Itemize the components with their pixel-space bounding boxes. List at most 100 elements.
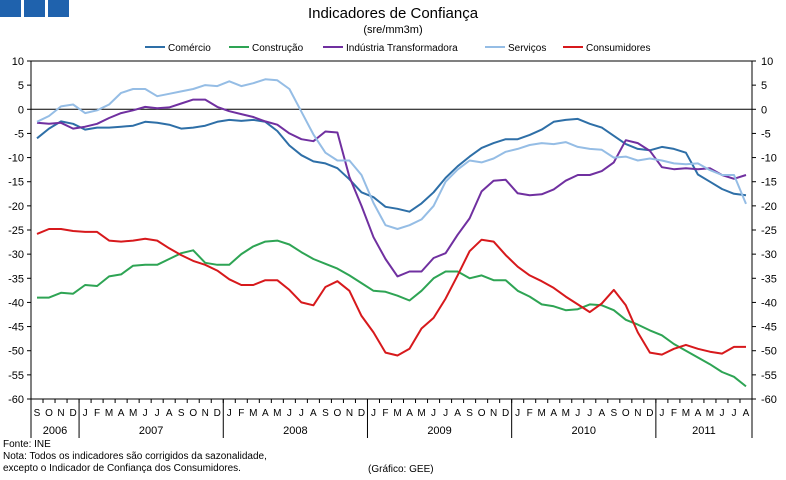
month-label: J [587,408,592,419]
seasonal-note-continued: excepto o Indicador de Confiança dos Con… [3,463,241,474]
month-label: O [622,408,630,419]
y-tick-label-left: -25 [8,225,24,237]
month-label: J [431,408,436,419]
y-tick-label-left: -5 [14,128,24,140]
month-label: M [706,408,714,419]
month-label: A [310,408,317,419]
y-tick-label-left: -15 [8,177,24,189]
y-tick-label-right: -30 [761,249,777,261]
month-label: J [731,408,736,419]
series-line [36,98,747,278]
month-label: A [695,408,702,419]
month-label: S [610,408,617,419]
chart-credit: (Gráfico: GEE) [368,464,434,475]
y-tick-label-left: -45 [8,322,24,334]
month-label: S [322,408,329,419]
gee-logo [0,0,72,17]
month-label: J [515,408,520,419]
y-tick-label-right: -55 [761,370,777,382]
year-label: 2011 [692,425,716,437]
month-label: D [214,408,221,419]
y-tick-label-right: -25 [761,225,777,237]
legend-label: Serviços [508,43,546,54]
month-label: J [155,408,160,419]
month-label: A [598,408,605,419]
month-label: D [502,408,509,419]
y-tick-label-right: 0 [761,104,767,116]
month-label: A [743,408,750,419]
y-tick-label-left: -35 [8,273,24,285]
chart-footer: Fonte: INE Nota: Todos os indicadores sã… [3,439,267,475]
month-label: A [454,408,461,419]
month-label: O [45,408,53,419]
series-line [37,239,747,388]
legend-label: Consumidores [586,43,650,54]
y-tick-label-left: -20 [8,201,24,213]
series-line [36,117,747,213]
month-label: S [466,408,473,419]
y-tick-label-left: 0 [18,104,24,116]
month-label: F [671,408,677,419]
month-label: J [659,408,664,419]
month-label: O [478,408,486,419]
y-tick-label-right: -40 [761,297,777,309]
y-tick-label-right: 5 [761,80,767,92]
month-label: M [273,408,281,419]
logo-block [0,0,21,17]
month-label: N [346,408,353,419]
month-label: M [538,408,546,419]
year-label: 2010 [572,425,596,437]
month-label: J [299,408,304,419]
month-label: M [417,408,425,419]
month-label: F [382,408,388,419]
month-label: D [69,408,76,419]
y-tick-label-right: -5 [761,128,771,140]
month-label: O [189,408,197,419]
series-line [36,228,746,357]
month-label: M [249,408,257,419]
y-tick-label-right: -20 [761,201,777,213]
month-label: O [334,408,342,419]
logo-block [24,0,45,17]
year-label: 2007 [139,425,163,437]
y-tick-label-right: -10 [761,153,777,165]
month-label: J [719,408,724,419]
month-label: F [527,408,533,419]
month-label: J [227,408,232,419]
y-tick-label-left: -10 [8,153,24,165]
month-label: J [143,408,148,419]
y-tick-label-left: 10 [12,56,24,68]
month-label: D [646,408,653,419]
month-label: M [682,408,690,419]
year-label: 2009 [427,425,451,437]
month-label: M [129,408,137,419]
legend-label: Comércio [168,43,211,54]
y-tick-label-left: -40 [8,297,24,309]
month-label: J [443,408,448,419]
month-label: M [562,408,570,419]
y-tick-label-left: -50 [8,346,24,358]
source-note: Fonte: INE [3,439,51,450]
month-label: S [178,408,185,419]
plot-area [30,60,753,400]
seasonal-note: Nota: Todos os indicadores são corrigido… [3,451,267,462]
y-tick-label-right: -35 [761,273,777,285]
month-label: J [287,408,292,419]
year-label: 2006 [43,425,67,437]
month-label: A [262,408,269,419]
month-label: A [550,408,557,419]
month-label: A [118,408,125,419]
chart-title: Indicadores de Confiança [308,5,479,22]
month-label: F [238,408,244,419]
month-label: N [202,408,209,419]
y-tick-label-left: -55 [8,370,24,382]
y-tick-label-right: -45 [761,322,777,334]
month-label: J [575,408,580,419]
y-tick-label-left: -60 [8,394,24,406]
legend-label: Construção [252,43,304,54]
month-label: S [34,408,41,419]
month-label: J [83,408,88,419]
month-label: N [490,408,497,419]
month-label: A [406,408,413,419]
